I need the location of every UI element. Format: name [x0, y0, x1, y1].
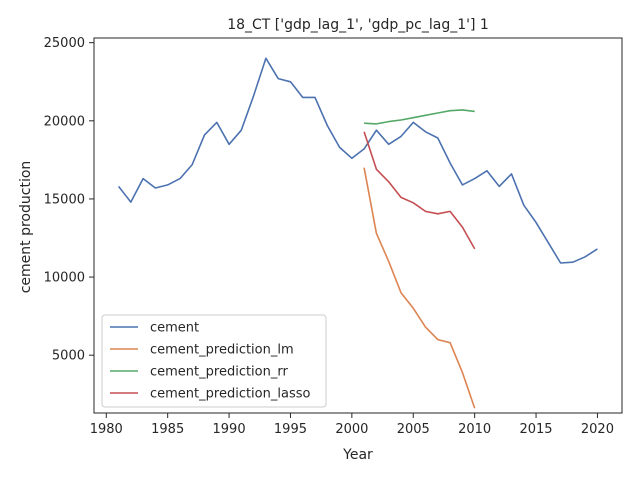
series-line-cement	[117, 57, 598, 264]
series-line-cement-prediction-lm	[363, 167, 476, 409]
x-axis-label: Year	[342, 447, 373, 463]
series-line-cement-prediction-rr	[364, 109, 475, 125]
y-axis-label: cement production	[18, 161, 34, 294]
y-tick-label: 5000	[52, 349, 85, 364]
y-tick-label: 25000	[44, 36, 85, 51]
legend-label-cement-prediction-lasso: cement_prediction_lasso	[150, 387, 310, 402]
x-axis-ticks: 1980 1985 1990 1995 2000 2005 2010 2015 2020	[90, 413, 614, 437]
x-tick-label: 1985	[151, 422, 184, 437]
x-tick-label: 2015	[519, 422, 552, 437]
plot-area	[93, 37, 623, 414]
legend-frame	[101, 314, 327, 408]
x-tick-label: 2020	[581, 422, 614, 437]
x-tick-label: 2010	[458, 422, 491, 437]
legend-label-cement-prediction-rr: cement_prediction_rr	[150, 365, 288, 380]
y-tick-label: 10000	[44, 271, 85, 286]
x-tick-label: 1990	[213, 422, 246, 437]
series-line-cement-prediction-lasso	[363, 131, 476, 250]
x-tick-label: 2000	[335, 422, 368, 437]
y-tick-label: 20000	[44, 114, 85, 129]
legend-label-cement-prediction-lm: cement_prediction_lm	[150, 343, 294, 358]
y-axis-ticks: 5000 10000 15000 20000 25000	[44, 36, 94, 364]
legend-label-cement: cement	[150, 321, 199, 336]
y-tick-label: 15000	[44, 192, 85, 207]
chart-title: 18_CT ['gdp_lag_1', 'gdp_pc_lag_1'] 1	[227, 17, 489, 33]
x-tick-label: 1995	[274, 422, 307, 437]
x-tick-label: 1980	[90, 422, 123, 437]
x-tick-label: 2005	[397, 422, 430, 437]
series-lines	[117, 57, 598, 409]
legend: cement cement_prediction_lm cement_predict…	[101, 314, 327, 408]
